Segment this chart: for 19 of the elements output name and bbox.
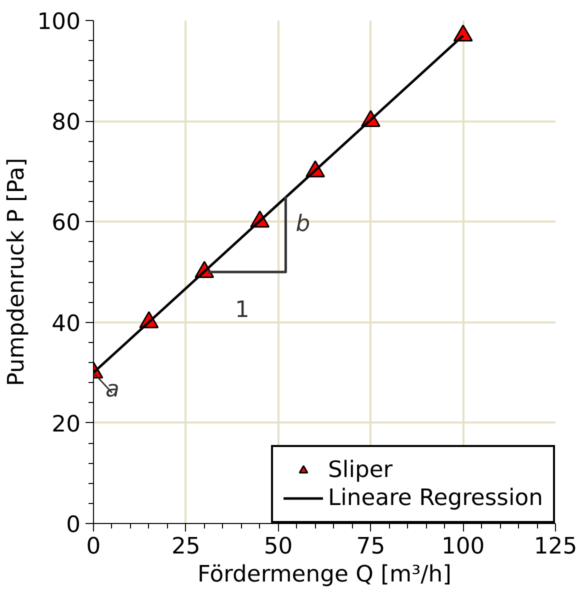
x-axis-title: Fördermenge Q [m³/h] <box>198 562 452 588</box>
annotation: 1 <box>235 297 250 323</box>
y-tick-label: 40 <box>52 310 81 337</box>
y-tick-label: 0 <box>66 512 81 538</box>
legend-label: Sliper <box>328 457 393 483</box>
y-tick-label: 100 <box>37 9 81 35</box>
y-tick-label: 60 <box>52 210 81 236</box>
annotation: b <box>296 210 310 237</box>
x-tick-label: 25 <box>171 534 200 560</box>
x-tick-label: 75 <box>356 534 386 560</box>
x-tick-label: 0 <box>86 534 101 560</box>
x-tick-label: 100 <box>441 534 485 560</box>
legend-label: Lineare Regression <box>328 485 543 511</box>
y-tick-label: 20 <box>52 411 81 438</box>
annotation: a <box>106 376 120 403</box>
y-axis-title: Pumpdenruck P [Pa] <box>3 158 30 386</box>
x-tick-label: 50 <box>264 534 293 560</box>
y-tick-label: 80 <box>52 110 81 136</box>
x-tick-label: 125 <box>534 534 578 560</box>
